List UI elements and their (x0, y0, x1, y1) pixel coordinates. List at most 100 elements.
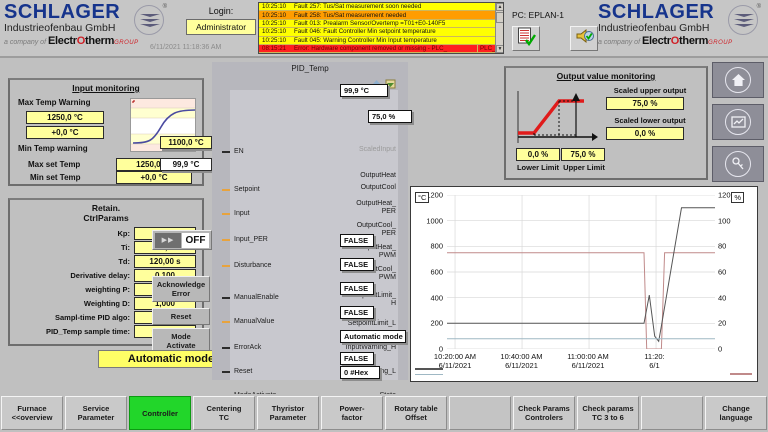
fb-output-line: ScaledInput (359, 146, 396, 153)
nav-button-check-params[interactable]: Check Params Controlers (513, 396, 575, 430)
trend-y-tick: 400 (430, 293, 443, 303)
nav-button-service[interactable]: Service Parameter (65, 396, 127, 430)
fb-output-line: OutputHeat_ (356, 244, 396, 251)
nav-button-thyristor[interactable]: Thyristor Parameter (257, 396, 319, 430)
scaled-upper-output-value[interactable]: 75,0 % (606, 97, 684, 110)
setpoint-limit-h-value: FALSE (340, 234, 374, 247)
nav-label-line1: Controller (142, 408, 178, 418)
alarm-row[interactable]: 10:25:10 Fault 257: Tus/Sat measurement s… (259, 3, 503, 12)
alarm-row[interactable]: 10:25:10 Fault 258: Tus/Sat measurement n… (259, 11, 503, 20)
trend-curves (447, 195, 715, 349)
max-temp-warning-offset[interactable]: +0,0 °C (26, 126, 104, 139)
key-button[interactable] (712, 146, 764, 182)
tagline-brand-a-right: Electr (641, 35, 671, 47)
nav-button-controller[interactable]: Controller (129, 396, 191, 430)
input-monitoring-title: Input monitoring (72, 83, 140, 93)
fb-input-reset: Reset (234, 368, 253, 375)
fb-title: PID_Temp (291, 64, 329, 73)
retain-param-key: Ti: (120, 242, 130, 252)
alarm-row[interactable]: 08:15:21 Error: Hardware component remove… (259, 44, 503, 53)
nav-label-line2: Controlers (525, 413, 563, 422)
nav-button-centering[interactable]: Centering TC (193, 396, 255, 430)
mode-activate-line2: Activate (166, 341, 196, 350)
nav-button-power[interactable]: Power-factor (321, 396, 383, 430)
alarm-rows: 10:25:10 Fault 257: Tus/Sat measurement s… (259, 3, 503, 53)
alarm-row[interactable]: 10:25:10 Fault 046: Fault Controller Min … (259, 28, 503, 37)
nav-button-blank (641, 396, 703, 430)
fb-output-line: PER (381, 208, 396, 215)
retain-param-value[interactable]: 120,00 s (134, 254, 196, 268)
trend-y2-tick: 120 (718, 190, 731, 200)
setpoint-value-field[interactable]: 1100,0 °C (160, 136, 212, 149)
bottom-navigation: Furnace <<overview Service Parameter Control… (0, 394, 768, 432)
company-name-right: SCHLAGER (598, 1, 715, 23)
tagline-group-right: GROUP (708, 40, 733, 46)
alarm-row[interactable]: 10:25:10 Fault 045: Warning Controller Mi… (259, 36, 503, 45)
alarm-scrollbar[interactable]: ▲ ▼ (495, 3, 503, 53)
scaled-lower-output-label: Scaled lower output (614, 116, 686, 125)
scaled-input-value[interactable]: 99,9 °C (340, 84, 388, 97)
min-set-temp-label: Min set Temp (30, 173, 81, 182)
trend-button[interactable] (712, 104, 764, 140)
alarm-list[interactable]: 10:25:10 Fault 257: Tus/Sat measurement s… (258, 2, 504, 54)
alarm-time: 08:15:21 (262, 45, 287, 53)
trend-y2-tick: 20 (718, 318, 727, 328)
max-temp-warning-value[interactable]: 1250,0 °C (26, 111, 104, 124)
nav-button-rotary-table[interactable]: Rotary table Offset (385, 396, 447, 430)
trend-y-tick: 0 (438, 344, 443, 354)
acknowledge-error-button[interactable]: Acknowledge Error (152, 276, 210, 302)
input-warning-h-value: FALSE (340, 282, 374, 295)
nav-label-line1: Thyristor (271, 404, 305, 413)
reset-button[interactable]: Reset (152, 308, 210, 325)
min-set-temp-value[interactable]: +0,0 °C (116, 171, 192, 184)
upper-limit-value[interactable]: 75,0 % (561, 148, 605, 161)
lower-limit-value[interactable]: 0,0 % (516, 148, 560, 161)
trend-y-tick: 200 (430, 318, 443, 328)
trend-y-tick: 1200 (426, 190, 443, 200)
alarm-text: Fault 257: Tus/Sat measurement soon need… (294, 3, 422, 11)
fb-output-setpointlimitl: SetpointLimit_L (348, 320, 396, 328)
fb-input-en: EN (234, 148, 244, 155)
alarm-time: 10:25:10 (262, 11, 287, 19)
trend-y-tick: 800 (430, 241, 443, 251)
fb-input-pin (222, 347, 230, 349)
horn-acknowledge-button[interactable] (570, 26, 598, 51)
timestamp: 6/11/2021 11:18:36 AM (150, 44, 222, 51)
nav-label-line2: Parameter (77, 413, 115, 422)
output-heat-value[interactable]: 75,0 % (368, 110, 412, 123)
scroll-down-icon[interactable]: ▼ (496, 45, 503, 53)
scaled-lower-output-value[interactable]: 0,0 % (606, 127, 684, 140)
nav-label-line2: TC 3 to 6 (592, 413, 624, 422)
manual-enable-toggle[interactable]: ▶▶ OFF (152, 230, 212, 250)
nav-button-furnace[interactable]: Furnace <<overview (1, 396, 63, 430)
fb-input-disturbance: Disturbance (234, 262, 272, 269)
tagline-brand-a: Electr (47, 35, 77, 47)
fb-output-line: SetpointLimit_ (351, 292, 396, 299)
scrollbar-thumb[interactable] (496, 12, 503, 23)
legend-swatch-actual (415, 368, 443, 370)
alarm-time: 10:25:10 (262, 28, 287, 36)
trend-x-tick: 11:00:00 AM 6/11/2021 (567, 352, 609, 370)
scroll-up-icon[interactable]: ▲ (496, 3, 503, 11)
mode-activate-button[interactable]: Mode Activate (152, 328, 210, 354)
nav-label-line1: Power- (339, 404, 365, 413)
report-check-button[interactable] (512, 26, 540, 51)
home-button[interactable] (712, 62, 764, 98)
trend-chart[interactable]: 0 200 400 600 800 1000 1200 0 20 40 60 80 100 120 10… (410, 186, 758, 382)
tagline-group: GROUP (114, 40, 139, 46)
login-user-button[interactable]: Administrator (186, 19, 256, 35)
trend-x-date: 6/1 (649, 361, 660, 370)
trend-x-time: 11:20: (644, 352, 665, 361)
nav-button-blank (449, 396, 511, 430)
input-value-field[interactable]: 99,9 °C (160, 158, 212, 171)
retain-param-key: Derivative delay: (70, 270, 130, 280)
key-icon (725, 151, 751, 177)
alarm-source: PLC_1 (477, 45, 503, 53)
alarm-row[interactable]: 10:25:10 Fault 013: Prealarm Sensor/Overt… (259, 19, 503, 29)
nav-button-check-params[interactable]: Check params TC 3 to 6 (577, 396, 639, 430)
nav-button-change[interactable]: Change language (705, 396, 767, 430)
tagline-brand-o-right: O (670, 35, 680, 47)
trend-y2-tick: 0 (718, 344, 723, 354)
fb-input-pin (222, 213, 230, 215)
acknowledge-error-line2: Error (171, 289, 191, 298)
